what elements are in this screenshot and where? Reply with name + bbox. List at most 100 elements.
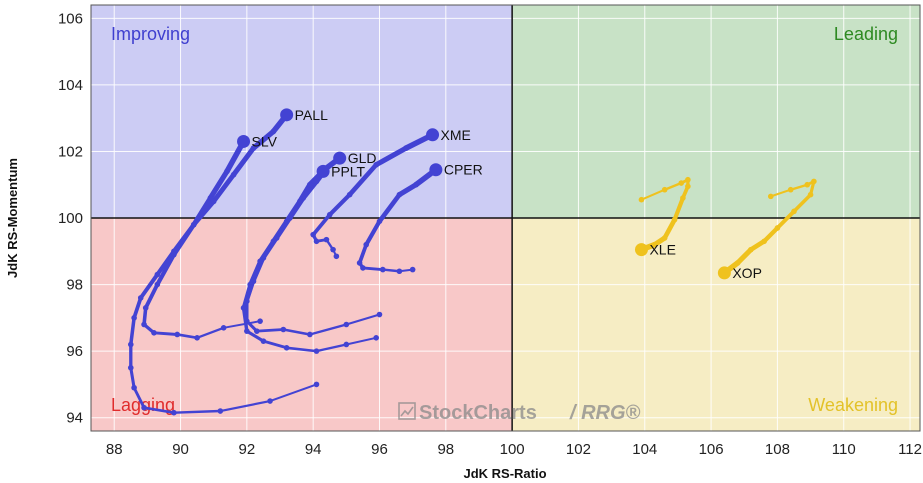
- tail-point: [638, 196, 645, 203]
- tail-point: [270, 238, 277, 245]
- tail-segment: [361, 266, 385, 272]
- symbol-label-xme: XME: [441, 127, 471, 143]
- head-point: [280, 108, 294, 122]
- tail-point: [804, 181, 811, 188]
- tail-segment: [284, 198, 303, 224]
- tail-pplt: PPLT: [240, 163, 379, 354]
- head-point: [237, 134, 251, 148]
- tail-point: [131, 384, 137, 391]
- tail-point: [171, 251, 177, 258]
- tail-point: [343, 341, 350, 348]
- tail-point: [373, 335, 379, 341]
- x-axis-ticks: 88 90 92 94 96 98 100 102 104 106 108 110 112: [106, 441, 922, 458]
- tail-point: [270, 128, 277, 135]
- tail-segment: [219, 399, 272, 413]
- x-tick-label: 106: [699, 441, 724, 458]
- tail-segment: [241, 282, 253, 310]
- tail-point: [257, 258, 263, 265]
- x-tick-label: 100: [500, 441, 525, 458]
- tail-segment: [775, 209, 796, 230]
- tail-point: [154, 281, 161, 288]
- tail-segment: [155, 252, 177, 287]
- y-axis-title: JdK RS-Momentum: [5, 158, 20, 278]
- tail-segment: [345, 336, 378, 346]
- head-point: [634, 243, 648, 257]
- tail-cper: CPER: [356, 162, 483, 275]
- tail-point: [685, 176, 691, 183]
- quadrant-leading: [512, 5, 920, 218]
- tail-point: [313, 381, 320, 388]
- tail-segment: [297, 182, 313, 204]
- tail-point: [651, 241, 658, 248]
- stockcharts-logo-icon: [398, 402, 416, 420]
- tail-segment: [129, 316, 136, 347]
- x-tick-label: 108: [765, 441, 790, 458]
- tail-point: [171, 409, 177, 416]
- tail-segment: [132, 386, 146, 410]
- tail-point: [174, 331, 181, 338]
- tail-point: [283, 344, 290, 351]
- tail-point: [376, 218, 383, 225]
- tail-segment: [171, 222, 197, 257]
- tail-xle: XLE: [634, 176, 691, 258]
- tail-segment: [308, 323, 348, 336]
- tail-segment: [257, 239, 276, 264]
- tail-segment: [261, 339, 289, 350]
- tail-segment: [396, 182, 419, 198]
- x-tick-label: 94: [305, 441, 322, 458]
- tail-segment: [211, 172, 237, 204]
- tail-point: [761, 238, 767, 245]
- tail-point: [313, 238, 320, 245]
- tail-segment: [357, 242, 369, 265]
- tail-segment: [152, 331, 179, 336]
- tail-segment: [175, 333, 199, 340]
- tail-point: [685, 183, 691, 190]
- tail-point: [326, 211, 333, 218]
- head-point: [717, 266, 731, 280]
- tail-point: [376, 311, 383, 318]
- y-tick-label: 100: [58, 210, 83, 227]
- center-axes: [91, 5, 920, 431]
- tail-point: [220, 325, 227, 331]
- x-tick-label: 98: [437, 441, 454, 458]
- quadrant-backgrounds: [91, 5, 920, 431]
- tail-point: [141, 404, 147, 411]
- tail-segment: [311, 212, 332, 237]
- tail-point: [661, 235, 668, 241]
- tail-point: [280, 326, 287, 333]
- head-point: [316, 164, 330, 178]
- tail-point: [141, 321, 147, 328]
- tail-point: [127, 364, 134, 371]
- tail-point: [313, 348, 320, 354]
- tail-segment: [138, 272, 160, 300]
- tail-segment: [191, 195, 213, 228]
- tail-segment: [285, 346, 318, 353]
- tail-segment: [129, 366, 136, 390]
- tail-segment: [248, 259, 263, 287]
- tail-slv: SLV: [141, 133, 278, 341]
- tail-point: [791, 208, 797, 215]
- tail-segment: [142, 406, 176, 415]
- tail-segment: [769, 188, 792, 198]
- quadrant-label-weakening: Weakening: [808, 395, 898, 415]
- quadrant-label-leading: Leading: [834, 24, 898, 44]
- tail-point: [307, 181, 313, 188]
- tail-segment: [377, 192, 402, 224]
- tail-point: [240, 305, 247, 311]
- x-tick-label: 102: [566, 441, 591, 458]
- x-tick-label: 88: [106, 441, 123, 458]
- tail-point: [363, 241, 370, 248]
- tail-point: [807, 191, 814, 198]
- watermark-brand: StockCharts: [419, 402, 537, 424]
- tail-segment: [132, 296, 143, 320]
- tail-point: [330, 246, 336, 253]
- y-tick-label: 102: [58, 143, 83, 160]
- tail-segment: [172, 409, 222, 414]
- plot-frame: [90, 4, 921, 432]
- tail-point: [190, 221, 197, 228]
- tail-point: [373, 161, 379, 168]
- tail-point: [748, 246, 754, 253]
- tail-point: [333, 253, 340, 260]
- tail-segment: [282, 328, 312, 336]
